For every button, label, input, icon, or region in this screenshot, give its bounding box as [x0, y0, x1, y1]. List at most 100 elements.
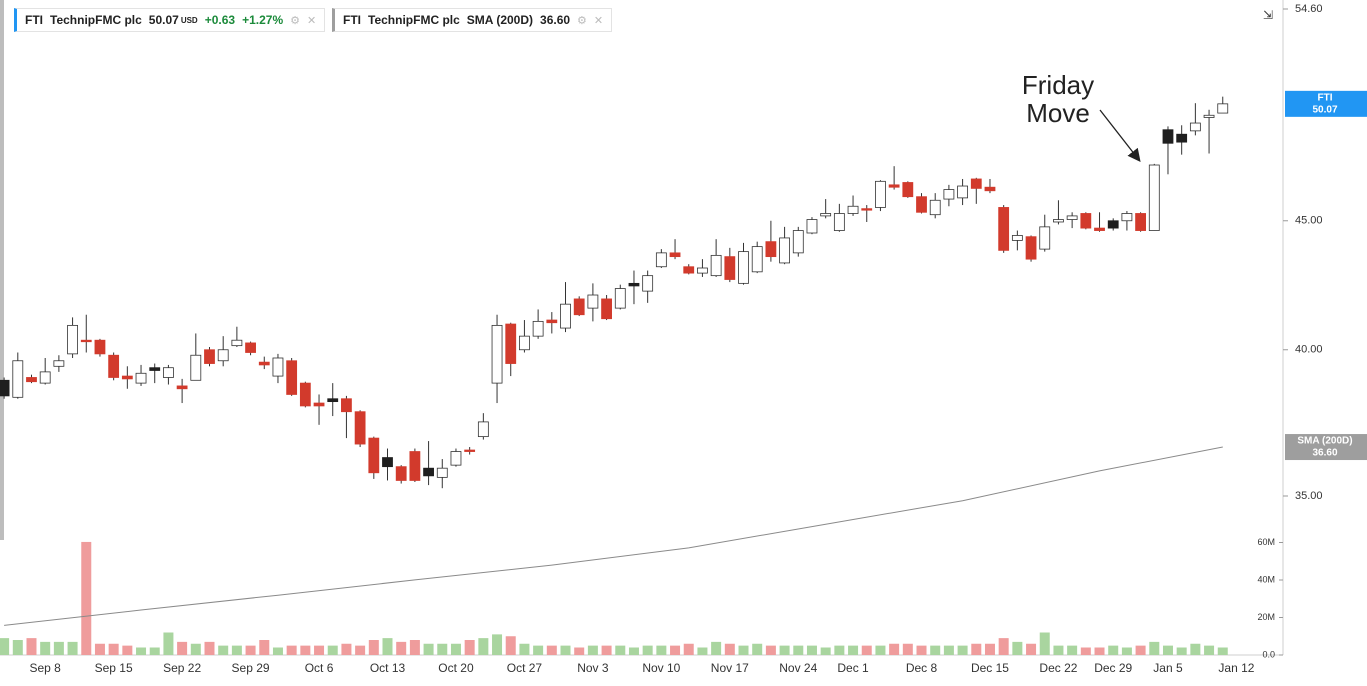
- volume-bar: [464, 640, 475, 655]
- volume-bar: [108, 643, 119, 655]
- candle-body: [1121, 213, 1133, 222]
- candle-body: [669, 252, 681, 258]
- close-icon[interactable]: ✕: [593, 14, 604, 27]
- currency: USD: [180, 15, 198, 25]
- volume-bar: [670, 645, 681, 655]
- volume-bar: [765, 645, 776, 655]
- candle-body: [327, 398, 339, 403]
- candle-body: [12, 360, 24, 398]
- settings-icon[interactable]: ⚙: [577, 14, 587, 27]
- volume-bar: [1176, 647, 1187, 655]
- candle-body: [861, 208, 873, 211]
- x-tick-label: Oct 27: [507, 661, 543, 675]
- volume-bar: [848, 645, 859, 655]
- volume-bar: [149, 647, 160, 655]
- candle-body: [683, 266, 695, 274]
- volume-bar: [231, 645, 242, 655]
- candle-body: [1066, 215, 1078, 220]
- volume-bar: [259, 640, 270, 655]
- legend-sma[interactable]: FTI TechnipFMC plc SMA (200D) 36.60 ⚙ ✕: [332, 8, 613, 32]
- candle-body: [1025, 236, 1037, 260]
- volume-bar: [683, 643, 694, 655]
- volume-bar: [1012, 641, 1023, 655]
- volume-bar: [1190, 643, 1201, 655]
- volume-bar: [122, 645, 133, 655]
- volume-bar: [163, 632, 174, 655]
- volume-bar: [779, 645, 790, 655]
- volume-bar: [998, 638, 1009, 655]
- volume-bar: [1080, 647, 1091, 655]
- volume-bar: [902, 643, 913, 655]
- volume-bar: [341, 643, 352, 655]
- volume-bar: [286, 645, 297, 655]
- volume-bar: [889, 643, 900, 655]
- candle-body: [190, 354, 202, 381]
- volume-bar: [1162, 645, 1173, 655]
- candle-body: [751, 246, 763, 273]
- x-tick-label: Dec 8: [906, 661, 938, 675]
- x-tick-label: Jan 12: [1218, 661, 1254, 675]
- candle-body: [217, 349, 229, 362]
- volume-bar: [272, 647, 283, 655]
- legend-main[interactable]: FTI TechnipFMC plc 50.07 USD +0.63 +1.27…: [14, 8, 326, 32]
- candle-body: [1148, 164, 1160, 231]
- volume-bar: [382, 638, 393, 655]
- candle-body: [902, 182, 914, 198]
- volume-bar: [656, 645, 667, 655]
- candle-body: [382, 457, 393, 468]
- close-icon[interactable]: ✕: [307, 14, 317, 27]
- volume-bar: [875, 645, 886, 655]
- volume-bar: [355, 645, 366, 655]
- candle-body: [67, 324, 78, 355]
- candle-body: [519, 335, 530, 351]
- volume-bar: [1039, 632, 1050, 655]
- x-tick-label: Dec 29: [1094, 661, 1132, 675]
- volume-bar: [738, 645, 749, 655]
- company: TechnipFMC plc: [368, 13, 460, 27]
- candle-body: [477, 421, 489, 438]
- volume-bar: [861, 645, 872, 655]
- candle-body: [614, 288, 626, 309]
- x-tick-label: Sep 29: [232, 661, 270, 675]
- volume-bar: [423, 643, 434, 655]
- x-tick-label: Oct 20: [438, 661, 474, 675]
- volume-bar: [519, 643, 530, 655]
- y2-tick-label: 40M: [1257, 574, 1275, 584]
- candle-body: [1107, 220, 1119, 229]
- candle-body: [450, 451, 462, 466]
- collapse-icon[interactable]: ⇲: [1263, 8, 1273, 22]
- x-tick-label: Sep 22: [163, 661, 201, 675]
- candle-body: [135, 372, 147, 384]
- y-tick-label: 45.00: [1295, 215, 1323, 227]
- candle-body: [245, 342, 256, 353]
- x-tick-label: Oct 6: [305, 661, 334, 675]
- volume-bar: [1204, 645, 1215, 655]
- candle-body: [916, 196, 927, 213]
- candle-body: [341, 398, 352, 413]
- volume-bar: [793, 645, 804, 655]
- y-tick-label: 35.00: [1295, 490, 1323, 502]
- candle-body: [0, 379, 10, 397]
- volume-bar: [1135, 645, 1146, 655]
- candle-body: [833, 213, 845, 231]
- candle-body: [368, 437, 380, 474]
- volume-bar: [450, 643, 461, 655]
- x-tick-label: Sep 15: [95, 661, 133, 675]
- candle-body: [779, 237, 790, 264]
- settings-icon[interactable]: ⚙: [290, 14, 300, 27]
- price-tag-value: 50.07: [1312, 104, 1337, 115]
- x-tick-label: Nov 17: [711, 661, 749, 675]
- volume-bar: [971, 643, 982, 655]
- volume-bar: [327, 645, 338, 655]
- candle-body: [313, 402, 325, 407]
- x-tick-label: Dec 15: [971, 661, 1009, 675]
- candle-body: [464, 449, 476, 452]
- candle-body: [149, 367, 161, 371]
- volume-bar: [478, 638, 489, 655]
- candle-body: [587, 294, 599, 309]
- candle-body: [1189, 122, 1201, 132]
- candle-body: [532, 320, 544, 337]
- candle-body: [1217, 103, 1229, 114]
- volume-bar: [12, 640, 23, 655]
